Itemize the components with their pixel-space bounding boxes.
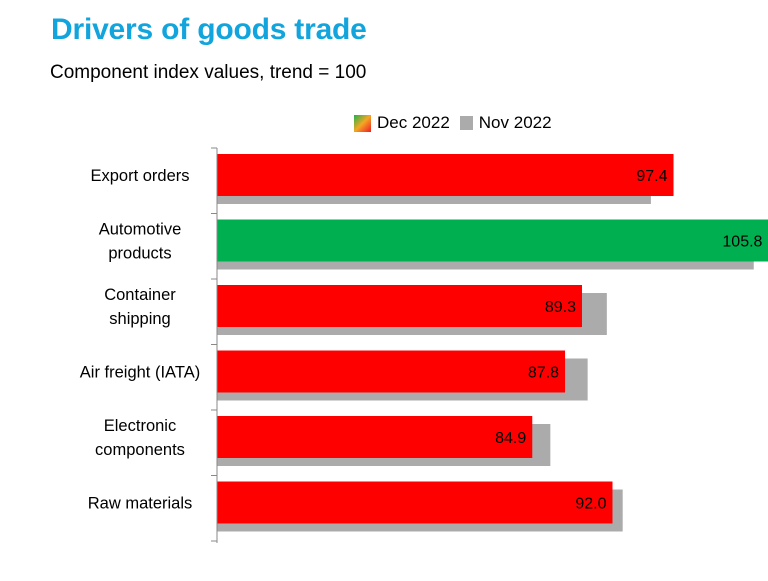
data-label: 92.0 bbox=[575, 496, 606, 513]
bar-dec-2022 bbox=[217, 285, 582, 327]
category-label: Export orders bbox=[90, 167, 189, 185]
legend-label-dec: Dec 2022 bbox=[377, 113, 450, 132]
legend-item-nov: Nov 2022 bbox=[459, 113, 552, 133]
legend-item-dec: Dec 2022 bbox=[354, 113, 450, 133]
bar-dec-2022 bbox=[217, 416, 533, 458]
bar-dec-2022 bbox=[217, 350, 566, 393]
data-label: 89.3 bbox=[545, 299, 576, 316]
data-label: 105.8 bbox=[722, 234, 762, 251]
category-label: Container shipping bbox=[104, 286, 176, 328]
data-label: 84.9 bbox=[495, 430, 526, 447]
chart-subtitle: Component index values, trend = 100 bbox=[50, 62, 367, 83]
bar-dec-2022 bbox=[217, 481, 613, 524]
chart-title: Drivers of goods trade bbox=[51, 13, 367, 46]
legend: Dec 2022 Nov 2022 bbox=[354, 113, 562, 133]
category-label: Air freight (IATA) bbox=[80, 364, 200, 382]
category-label: Raw materials bbox=[88, 495, 193, 513]
legend-swatch-nov bbox=[459, 116, 473, 130]
category-label: Automotive products bbox=[99, 221, 182, 263]
data-label: 87.8 bbox=[528, 365, 559, 382]
bar-dec-2022 bbox=[217, 154, 674, 196]
legend-label-nov: Nov 2022 bbox=[478, 113, 552, 132]
category-label: Electronic components bbox=[95, 417, 185, 459]
bar-dec-2022 bbox=[217, 219, 768, 262]
legend-swatch-dec bbox=[354, 114, 371, 132]
data-label: 97.4 bbox=[636, 168, 667, 185]
